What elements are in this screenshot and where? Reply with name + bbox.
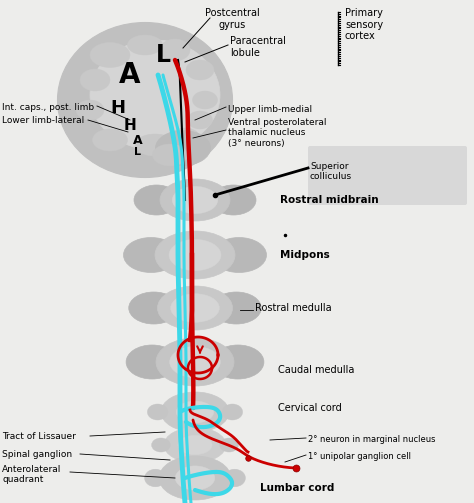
Ellipse shape xyxy=(169,239,221,271)
Ellipse shape xyxy=(152,438,170,452)
Text: Midpons: Midpons xyxy=(280,250,330,260)
Ellipse shape xyxy=(156,338,234,386)
Text: A: A xyxy=(119,61,141,89)
Text: Primary
sensory
cortex: Primary sensory cortex xyxy=(345,8,383,41)
Ellipse shape xyxy=(186,60,214,80)
Text: Spinal ganglion: Spinal ganglion xyxy=(2,450,72,459)
Text: L: L xyxy=(155,43,171,67)
Ellipse shape xyxy=(153,144,188,166)
Ellipse shape xyxy=(176,401,214,423)
Text: Upper limb-medial: Upper limb-medial xyxy=(228,105,312,114)
Text: H: H xyxy=(110,99,126,117)
Text: Rostral medulla: Rostral medulla xyxy=(255,303,332,313)
FancyBboxPatch shape xyxy=(308,146,467,205)
Ellipse shape xyxy=(211,185,256,215)
Text: Postcentral
gyrus: Postcentral gyrus xyxy=(205,8,259,30)
Ellipse shape xyxy=(57,23,233,178)
Ellipse shape xyxy=(159,456,231,500)
Ellipse shape xyxy=(161,392,229,432)
Ellipse shape xyxy=(80,69,110,91)
Ellipse shape xyxy=(90,40,220,150)
Text: H: H xyxy=(124,118,137,132)
Text: 1° unipolar ganglion cell: 1° unipolar ganglion cell xyxy=(308,452,411,461)
Ellipse shape xyxy=(92,129,128,151)
Ellipse shape xyxy=(155,130,210,165)
Text: Rostral midbrain: Rostral midbrain xyxy=(280,195,379,205)
Ellipse shape xyxy=(175,466,215,490)
Ellipse shape xyxy=(172,186,218,214)
Ellipse shape xyxy=(171,294,219,322)
Ellipse shape xyxy=(211,237,266,273)
Ellipse shape xyxy=(192,91,218,109)
Ellipse shape xyxy=(160,39,190,61)
Ellipse shape xyxy=(220,438,238,452)
Ellipse shape xyxy=(188,111,212,129)
Ellipse shape xyxy=(211,292,261,324)
Ellipse shape xyxy=(224,469,246,487)
Text: A: A xyxy=(133,133,143,146)
Ellipse shape xyxy=(212,345,264,379)
Ellipse shape xyxy=(124,237,179,273)
Text: Anterolateral
quadrant: Anterolateral quadrant xyxy=(2,465,61,484)
Text: Cervical cord: Cervical cord xyxy=(278,403,342,413)
Ellipse shape xyxy=(160,179,230,221)
Ellipse shape xyxy=(222,404,243,420)
Text: Caudal medulla: Caudal medulla xyxy=(278,365,355,375)
Ellipse shape xyxy=(126,345,178,379)
Text: Int. caps., post. limb: Int. caps., post. limb xyxy=(2,103,94,112)
Ellipse shape xyxy=(128,35,163,55)
Text: Lower limb-lateral: Lower limb-lateral xyxy=(2,116,84,125)
Ellipse shape xyxy=(157,286,233,330)
Text: 2° neuron in marginal nucleus: 2° neuron in marginal nucleus xyxy=(308,435,436,444)
Ellipse shape xyxy=(135,134,175,156)
Ellipse shape xyxy=(90,42,130,67)
Ellipse shape xyxy=(164,428,226,462)
Ellipse shape xyxy=(147,404,168,420)
Ellipse shape xyxy=(129,292,179,324)
Ellipse shape xyxy=(170,128,200,148)
Text: Superior
colliculus: Superior colliculus xyxy=(310,162,352,182)
Ellipse shape xyxy=(178,436,212,455)
Text: Lumbar cord: Lumbar cord xyxy=(260,483,334,493)
Ellipse shape xyxy=(170,347,220,378)
Text: Ventral posterolateral
thalamic nucleus
(3° neurons): Ventral posterolateral thalamic nucleus … xyxy=(228,118,327,148)
Text: Tract of Lissauer: Tract of Lissauer xyxy=(2,432,76,441)
Ellipse shape xyxy=(134,185,179,215)
Ellipse shape xyxy=(145,469,166,487)
Ellipse shape xyxy=(76,100,104,120)
Text: Paracentral
lobule: Paracentral lobule xyxy=(230,36,286,58)
Ellipse shape xyxy=(155,231,235,279)
Text: L: L xyxy=(135,147,142,157)
